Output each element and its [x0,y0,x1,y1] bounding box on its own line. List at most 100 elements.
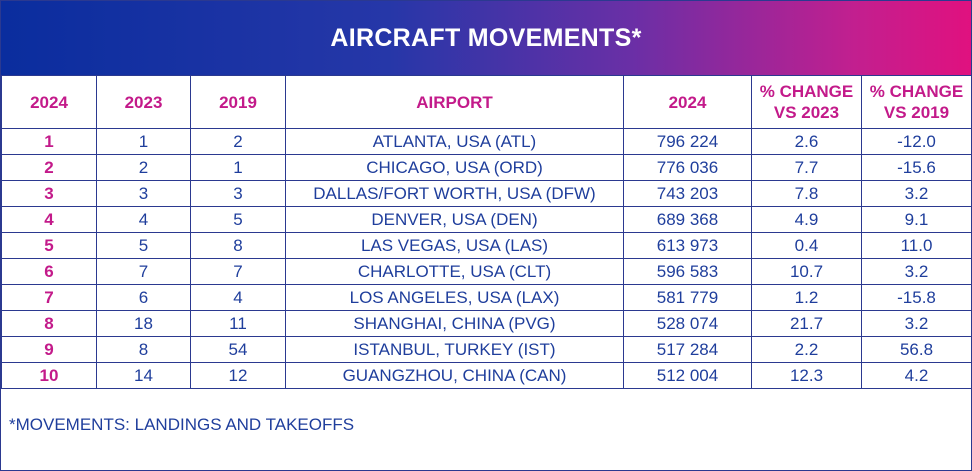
page-title: AIRCRAFT MOVEMENTS* [330,23,642,52]
header-col-rank-2023: 2023 [96,75,191,129]
cell-col-movements-2024: 528 074 [623,310,752,337]
movements-table: 2024 2023 2019 AIRPORT 2024% CHANGE VS 2023% … [1,75,972,389]
table-row: 9 8 54 ISTANBUL, TURKEY (IST) 517 284 2.2 56.8 [1,336,972,363]
header-text: % CHANGE [869,82,964,101]
header-col-rank-2024: 2024 [1,75,97,129]
cell-col-rank-2024: 10 [1,362,97,389]
cell-col-rank-2023: 3 [96,180,191,207]
cell-col-movements-2024: 689 368 [623,206,752,233]
table-row: 5 5 8 LAS VEGAS, USA (LAS) 613 973 0.4 11.0 [1,232,972,259]
cell-col-rank-2024: 3 [1,180,97,207]
table-row: 10 14 12 GUANGZHOU, CHINA (CAN) 512 004 12.3 4… [1,362,972,389]
cell-col-airport: ISTANBUL, TURKEY (IST) [285,336,624,363]
cell-col-rank-2019: 1 [190,154,286,181]
cell-col-change-vs-2023: 12.3 [751,362,862,389]
header-col-rank-2019: 2019 [190,75,286,129]
cell-col-change-vs-2019: 56.8 [861,336,972,363]
header-row: 2024 2023 2019 AIRPORT 2024% CHANGE VS 2023% … [1,75,972,129]
header-text: 2019 [219,92,257,112]
header-text: 2024 [668,92,707,112]
cell-col-airport: CHICAGO, USA (ORD) [285,154,624,181]
cell-col-movements-2024: 613 973 [623,232,752,259]
header-text: % CHANGE [759,82,854,101]
table-body: 1 1 2 ATLANTA, USA (ATL) 796 224 2.6 -12.0 2 2 1 C… [1,128,972,389]
cell-col-change-vs-2019: -15.8 [861,284,972,311]
cell-col-change-vs-2019: 11.0 [861,232,972,259]
cell-col-rank-2024: 2 [1,154,97,181]
header-text: 2024 [30,92,68,112]
cell-col-change-vs-2023: 7.7 [751,154,862,181]
cell-col-rank-2019: 54 [190,336,286,363]
cell-col-rank-2023: 6 [96,284,191,311]
cell-col-change-vs-2023: 1.2 [751,284,862,311]
cell-col-airport: GUANGZHOU, CHINA (CAN) [285,362,624,389]
cell-col-change-vs-2023: 7.8 [751,180,862,207]
cell-col-change-vs-2019: 3.2 [861,180,972,207]
footnote: *MOVEMENTS: LANDINGS AND TAKEOFFS [9,415,355,434]
cell-col-airport: DENVER, USA (DEN) [285,206,624,233]
cell-col-rank-2023: 14 [96,362,191,389]
cell-col-rank-2024: 4 [1,206,97,233]
cell-col-rank-2023: 8 [96,336,191,363]
header-text: 2023 [124,92,163,112]
cell-col-change-vs-2019: 3.2 [861,258,972,285]
table-row: 6 7 7 CHARLOTTE, USA (CLT) 596 583 10.7 3.2 [1,258,972,285]
header-col-airport: AIRPORT [285,75,624,129]
cell-col-rank-2023: 4 [96,206,191,233]
cell-col-movements-2024: 776 036 [623,154,752,181]
cell-col-rank-2023: 5 [96,232,191,259]
cell-col-rank-2019: 4 [190,284,286,311]
cell-col-airport: LAS VEGAS, USA (LAS) [285,232,624,259]
cell-col-rank-2019: 12 [190,362,286,389]
header-text: VS 2019 [883,103,950,122]
cell-col-rank-2024: 9 [1,336,97,363]
table-row: 4 4 5 DENVER, USA (DEN) 689 368 4.9 9.1 [1,206,972,233]
cell-col-airport: DALLAS/FORT WORTH, USA (DFW) [285,180,624,207]
table-row: 3 3 3 DALLAS/FORT WORTH, USA (DFW) 743 203 7.… [1,180,972,207]
cell-col-change-vs-2019: 3.2 [861,310,972,337]
cell-col-rank-2024: 7 [1,284,97,311]
cell-col-rank-2019: 7 [190,258,286,285]
cell-col-movements-2024: 581 779 [623,284,752,311]
cell-col-rank-2019: 3 [190,180,286,207]
cell-col-rank-2019: 5 [190,206,286,233]
table-row: 2 2 1 CHICAGO, USA (ORD) 776 036 7.7 -15.6 [1,154,972,181]
cell-col-change-vs-2023: 21.7 [751,310,862,337]
cell-col-airport: CHARLOTTE, USA (CLT) [285,258,624,285]
cell-col-rank-2023: 1 [96,128,191,155]
header-col-change-vs-2023: % CHANGE VS 2023 [751,75,862,129]
cell-col-rank-2023: 18 [96,310,191,337]
cell-col-rank-2024: 5 [1,232,97,259]
cell-col-change-vs-2023: 10.7 [751,258,862,285]
header-text: VS 2023 [773,103,840,122]
cell-col-rank-2024: 6 [1,258,97,285]
cell-col-movements-2024: 517 284 [623,336,752,363]
header-col-movements-2024: 2024 [623,75,752,129]
cell-col-rank-2023: 7 [96,258,191,285]
cell-col-rank-2019: 8 [190,232,286,259]
table-row: 1 1 2 ATLANTA, USA (ATL) 796 224 2.6 -12.0 [1,128,972,155]
cell-col-change-vs-2023: 2.2 [751,336,862,363]
cell-col-rank-2019: 2 [190,128,286,155]
cell-col-change-vs-2019: -12.0 [861,128,972,155]
cell-col-movements-2024: 512 004 [623,362,752,389]
cell-col-movements-2024: 596 583 [623,258,752,285]
table-row: 7 6 4 LOS ANGELES, USA (LAX) 581 779 1.2 -15.8 [1,284,972,311]
cell-col-rank-2024: 1 [1,128,97,155]
cell-col-airport: SHANGHAI, CHINA (PVG) [285,310,624,337]
cell-col-change-vs-2023: 4.9 [751,206,862,233]
header-text: AIRPORT [416,92,493,112]
cell-col-change-vs-2019: 4.2 [861,362,972,389]
cell-col-rank-2024: 8 [1,310,97,337]
cell-col-change-vs-2023: 2.6 [751,128,862,155]
cell-col-rank-2019: 11 [190,310,286,337]
title-banner: AIRCRAFT MOVEMENTS* [1,1,971,75]
cell-col-movements-2024: 743 203 [623,180,752,207]
cell-col-change-vs-2023: 0.4 [751,232,862,259]
cell-col-change-vs-2019: -15.6 [861,154,972,181]
cell-col-change-vs-2019: 9.1 [861,206,972,233]
cell-col-airport: ATLANTA, USA (ATL) [285,128,624,155]
cell-col-movements-2024: 796 224 [623,128,752,155]
table-row: 8 18 11 SHANGHAI, CHINA (PVG) 528 074 21.7 3.2 [1,310,972,337]
